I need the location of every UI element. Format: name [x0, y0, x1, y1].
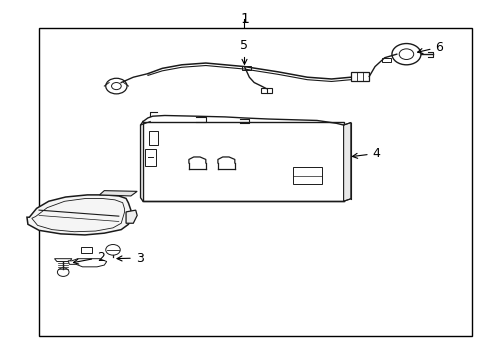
Circle shape — [398, 49, 413, 59]
Text: 5: 5 — [240, 39, 248, 64]
Bar — [261, 88, 271, 93]
Polygon shape — [343, 123, 350, 201]
Bar — [382, 58, 390, 62]
Circle shape — [105, 244, 120, 255]
Polygon shape — [99, 191, 137, 196]
Circle shape — [391, 44, 420, 65]
Circle shape — [57, 268, 69, 276]
Text: 3: 3 — [117, 252, 143, 265]
Polygon shape — [126, 210, 137, 223]
Text: 6: 6 — [417, 41, 443, 54]
Bar — [81, 247, 92, 253]
Bar — [242, 66, 250, 70]
Polygon shape — [68, 259, 106, 267]
Bar — [350, 72, 368, 81]
Polygon shape — [27, 195, 131, 235]
Text: 2: 2 — [73, 251, 105, 264]
Text: 4: 4 — [352, 147, 380, 160]
Polygon shape — [54, 259, 72, 261]
Bar — [292, 167, 321, 184]
Text: 1: 1 — [240, 12, 248, 26]
Bar — [148, 131, 158, 145]
Bar — [39, 28, 471, 336]
Circle shape — [105, 78, 127, 94]
Circle shape — [111, 82, 121, 90]
Bar — [145, 149, 156, 166]
Bar — [142, 122, 343, 201]
